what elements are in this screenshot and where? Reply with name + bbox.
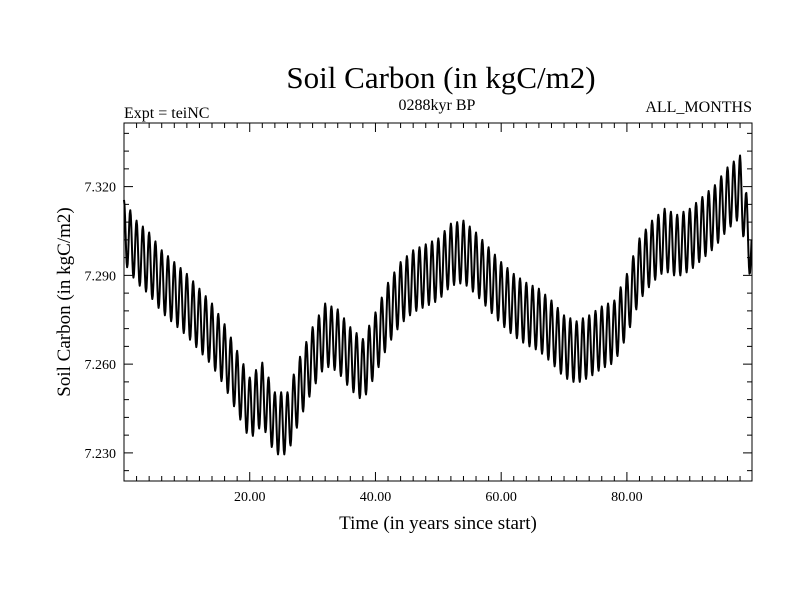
y-tick-label: 7.260 — [85, 358, 117, 373]
x-tick-label: 20.00 — [234, 490, 266, 505]
experiment-label: Expt = teiNC — [124, 105, 209, 122]
y-tick-label: 7.230 — [85, 447, 117, 462]
plot-frame — [123, 122, 753, 482]
y-tick-label: 7.290 — [85, 269, 117, 284]
chart-title: Soil Carbon (in kgC/m2) — [286, 60, 595, 95]
y-axis-label: Soil Carbon (in kgC/m2) — [54, 207, 75, 396]
x-tick-labels: 20.00 40.00 60.00 80.00 — [234, 490, 643, 505]
period-label: 0288kyr BP — [399, 97, 476, 114]
axis-ticks — [124, 123, 752, 481]
soil-carbon-line — [123, 154, 753, 456]
x-tick-label: 80.00 — [611, 490, 643, 505]
x-axis-label: Time (in years since start) — [339, 513, 537, 534]
y-tick-labels: 7.230 7.260 7.290 7.320 — [85, 181, 117, 462]
x-tick-label: 60.00 — [485, 490, 517, 505]
y-tick-label: 7.320 — [85, 181, 117, 196]
months-label: ALL_MONTHS — [645, 99, 752, 116]
x-tick-label: 40.00 — [360, 490, 392, 505]
